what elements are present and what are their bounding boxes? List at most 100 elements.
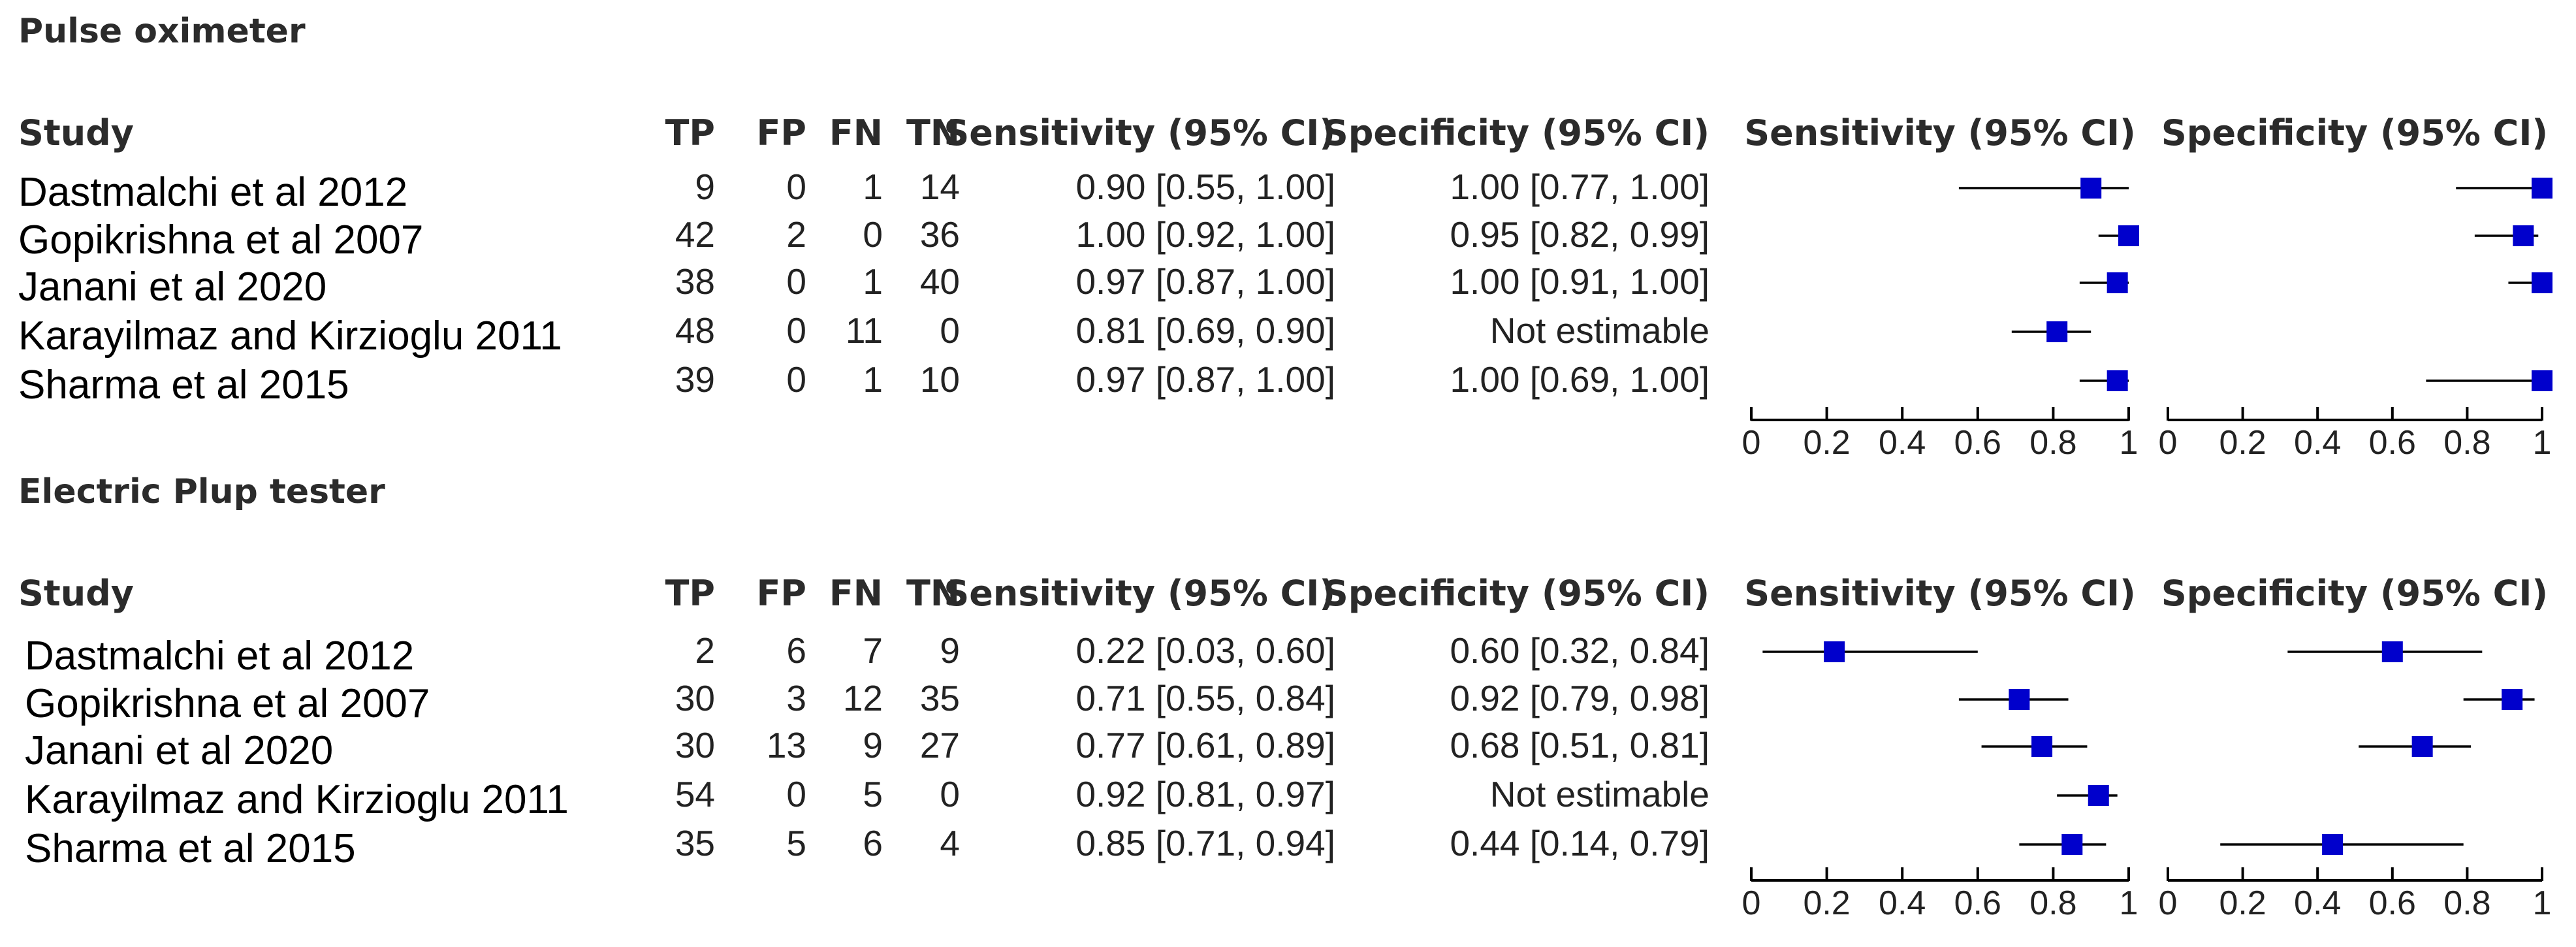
- sensitivity-axis: 0 0.2 0.4 0.6 0.8 1: [1742, 867, 2139, 922]
- tp-value: 48: [675, 310, 715, 351]
- study-name: Gopikrishna et al 2007: [18, 217, 423, 263]
- column-header: TN: [906, 112, 960, 153]
- tick-label: 0.2: [2219, 884, 2266, 922]
- fp-value: 6: [786, 630, 806, 671]
- fn-value: 0: [863, 214, 883, 255]
- sensitivity-ci-text: 1.00 [0.92, 1.00]: [1075, 214, 1335, 255]
- tick-label: 0: [1742, 884, 1761, 922]
- fp-value: 0: [786, 310, 806, 351]
- column-header: FP: [757, 112, 806, 153]
- fn-value: 7: [863, 630, 883, 671]
- tick-label: 0.4: [2294, 424, 2341, 462]
- column-header: Specificity (95% CI): [2161, 573, 2548, 614]
- sensitivity-point: [1824, 641, 1845, 662]
- tn-value: 36: [920, 214, 960, 255]
- column-header: TP: [665, 112, 715, 153]
- column-header: Study: [18, 573, 134, 614]
- tick-label: 0.4: [1879, 424, 1926, 462]
- study-name: Sharma et al 2015: [25, 826, 356, 871]
- tick-label: 0.6: [1954, 424, 2001, 462]
- table-row: Gopikrishna et al 2007 42 2 0 36 1.00 [0.92, …: [18, 214, 2539, 263]
- column-header: FP: [757, 573, 806, 614]
- column-header: Specificity (95% CI): [1323, 112, 1709, 153]
- fn-value: 1: [863, 261, 883, 302]
- tn-value: 9: [940, 630, 960, 671]
- specificity-point: [2532, 272, 2552, 293]
- specificity-ci-text: 1.00 [0.69, 1.00]: [1450, 359, 1709, 400]
- sensitivity-point: [2118, 225, 2139, 246]
- sensitivity-axis: 0 0.2 0.4 0.6 0.8 1: [1742, 407, 2139, 462]
- column-header: Study: [18, 112, 134, 153]
- table-row: Sharma et al 2015 39 0 1 10 0.97 [0.87, 1.00]…: [18, 359, 2552, 408]
- tp-value: 9: [695, 167, 715, 207]
- tick-label: 1: [2533, 424, 2552, 462]
- sensitivity-point: [2088, 785, 2109, 806]
- specificity-axis: 0 0.2 0.4 0.6 0.8 1: [2159, 867, 2551, 922]
- tn-value: 0: [940, 310, 960, 351]
- tick-label: 0.2: [1803, 884, 1850, 922]
- column-header: TP: [665, 573, 715, 614]
- study-name: Dastmalchi et al 2012: [18, 170, 407, 215]
- table-row: Dastmalchi et al 2012 2 6 7 9 0.22 [0.03, 0.6…: [25, 630, 2483, 679]
- table-row: Janani et al 2020 38 0 1 40 0.97 [0.87, 1.00]…: [18, 261, 2552, 310]
- sensitivity-point: [2061, 834, 2083, 855]
- section-title: Electric Plup tester: [18, 472, 385, 511]
- table-row: Janani et al 2020 30 13 9 27 0.77 [0.61, 0.89…: [25, 725, 2472, 773]
- sensitivity-ci-text: 0.81 [0.69, 0.90]: [1075, 310, 1335, 351]
- fn-value: 12: [843, 678, 883, 718]
- column-header: Sensitivity (95% CI): [1744, 573, 2136, 614]
- tick-label: 1: [2120, 424, 2139, 462]
- study-name: Karayilmaz and Kirzioglu 2011: [18, 313, 562, 359]
- specificity-ci-text: 0.44 [0.14, 0.79]: [1450, 823, 1709, 863]
- tick-label: 0.4: [2294, 884, 2341, 922]
- tick-label: 0.6: [1954, 884, 2001, 922]
- tick-label: 0.6: [2369, 424, 2416, 462]
- sensitivity-ci-text: 0.97 [0.87, 1.00]: [1075, 359, 1335, 400]
- sensitivity-ci-text: 0.85 [0.71, 0.94]: [1075, 823, 1335, 863]
- column-header: Sensitivity (95% CI): [944, 112, 1335, 153]
- column-header: Specificity (95% CI): [1323, 573, 1709, 614]
- specificity-point: [2502, 689, 2523, 710]
- specificity-point: [2513, 225, 2534, 246]
- fn-value: 1: [863, 359, 883, 400]
- tick-label: 0: [2159, 424, 2178, 462]
- tn-value: 10: [920, 359, 960, 400]
- specificity-ci-text: 0.95 [0.82, 0.99]: [1450, 214, 1709, 255]
- fn-value: 5: [863, 774, 883, 814]
- study-name: Karayilmaz and Kirzioglu 2011: [25, 777, 569, 822]
- column-header: Specificity (95% CI): [2161, 112, 2548, 153]
- tp-value: 35: [675, 823, 715, 863]
- specificity-ci-text: 1.00 [0.77, 1.00]: [1450, 167, 1709, 207]
- specificity-ci-text: 0.60 [0.32, 0.84]: [1450, 630, 1709, 671]
- sensitivity-ci-text: 0.77 [0.61, 0.89]: [1075, 725, 1335, 765]
- tp-value: 38: [675, 261, 715, 302]
- sensitivity-point: [2046, 321, 2068, 342]
- specificity-ci-text: 0.92 [0.79, 0.98]: [1450, 678, 1709, 718]
- study-name: Sharma et al 2015: [18, 362, 349, 408]
- fp-value: 2: [786, 214, 806, 255]
- fn-value: 1: [863, 167, 883, 207]
- fp-value: 3: [786, 678, 806, 718]
- tp-value: 30: [675, 725, 715, 765]
- sensitivity-ci-text: 0.92 [0.81, 0.97]: [1075, 774, 1335, 814]
- specificity-ci-text: 1.00 [0.91, 1.00]: [1450, 261, 1709, 302]
- tp-value: 30: [675, 678, 715, 718]
- tn-value: 27: [920, 725, 960, 765]
- table-row: Sharma et al 2015 35 5 6 4 0.85 [0.71, 0.94] 0…: [25, 823, 2464, 871]
- fp-value: 0: [786, 167, 806, 207]
- column-header: Sensitivity (95% CI): [944, 573, 1335, 614]
- study-name: Dastmalchi et al 2012: [25, 634, 414, 679]
- specificity-ci-text: Not estimable: [1490, 310, 1709, 351]
- specificity-point: [2381, 641, 2403, 662]
- tn-value: 40: [920, 261, 960, 302]
- tick-label: 0: [1742, 424, 1761, 462]
- table-row: Karayilmaz and Kirzioglu 2011 48 0 11 0 0.81 …: [18, 310, 2091, 359]
- tn-value: 35: [920, 678, 960, 718]
- fp-value: 5: [786, 823, 806, 863]
- tn-value: 14: [920, 167, 960, 207]
- fp-value: 0: [786, 359, 806, 400]
- column-header: TN: [906, 573, 960, 614]
- tick-label: 1: [2120, 884, 2139, 922]
